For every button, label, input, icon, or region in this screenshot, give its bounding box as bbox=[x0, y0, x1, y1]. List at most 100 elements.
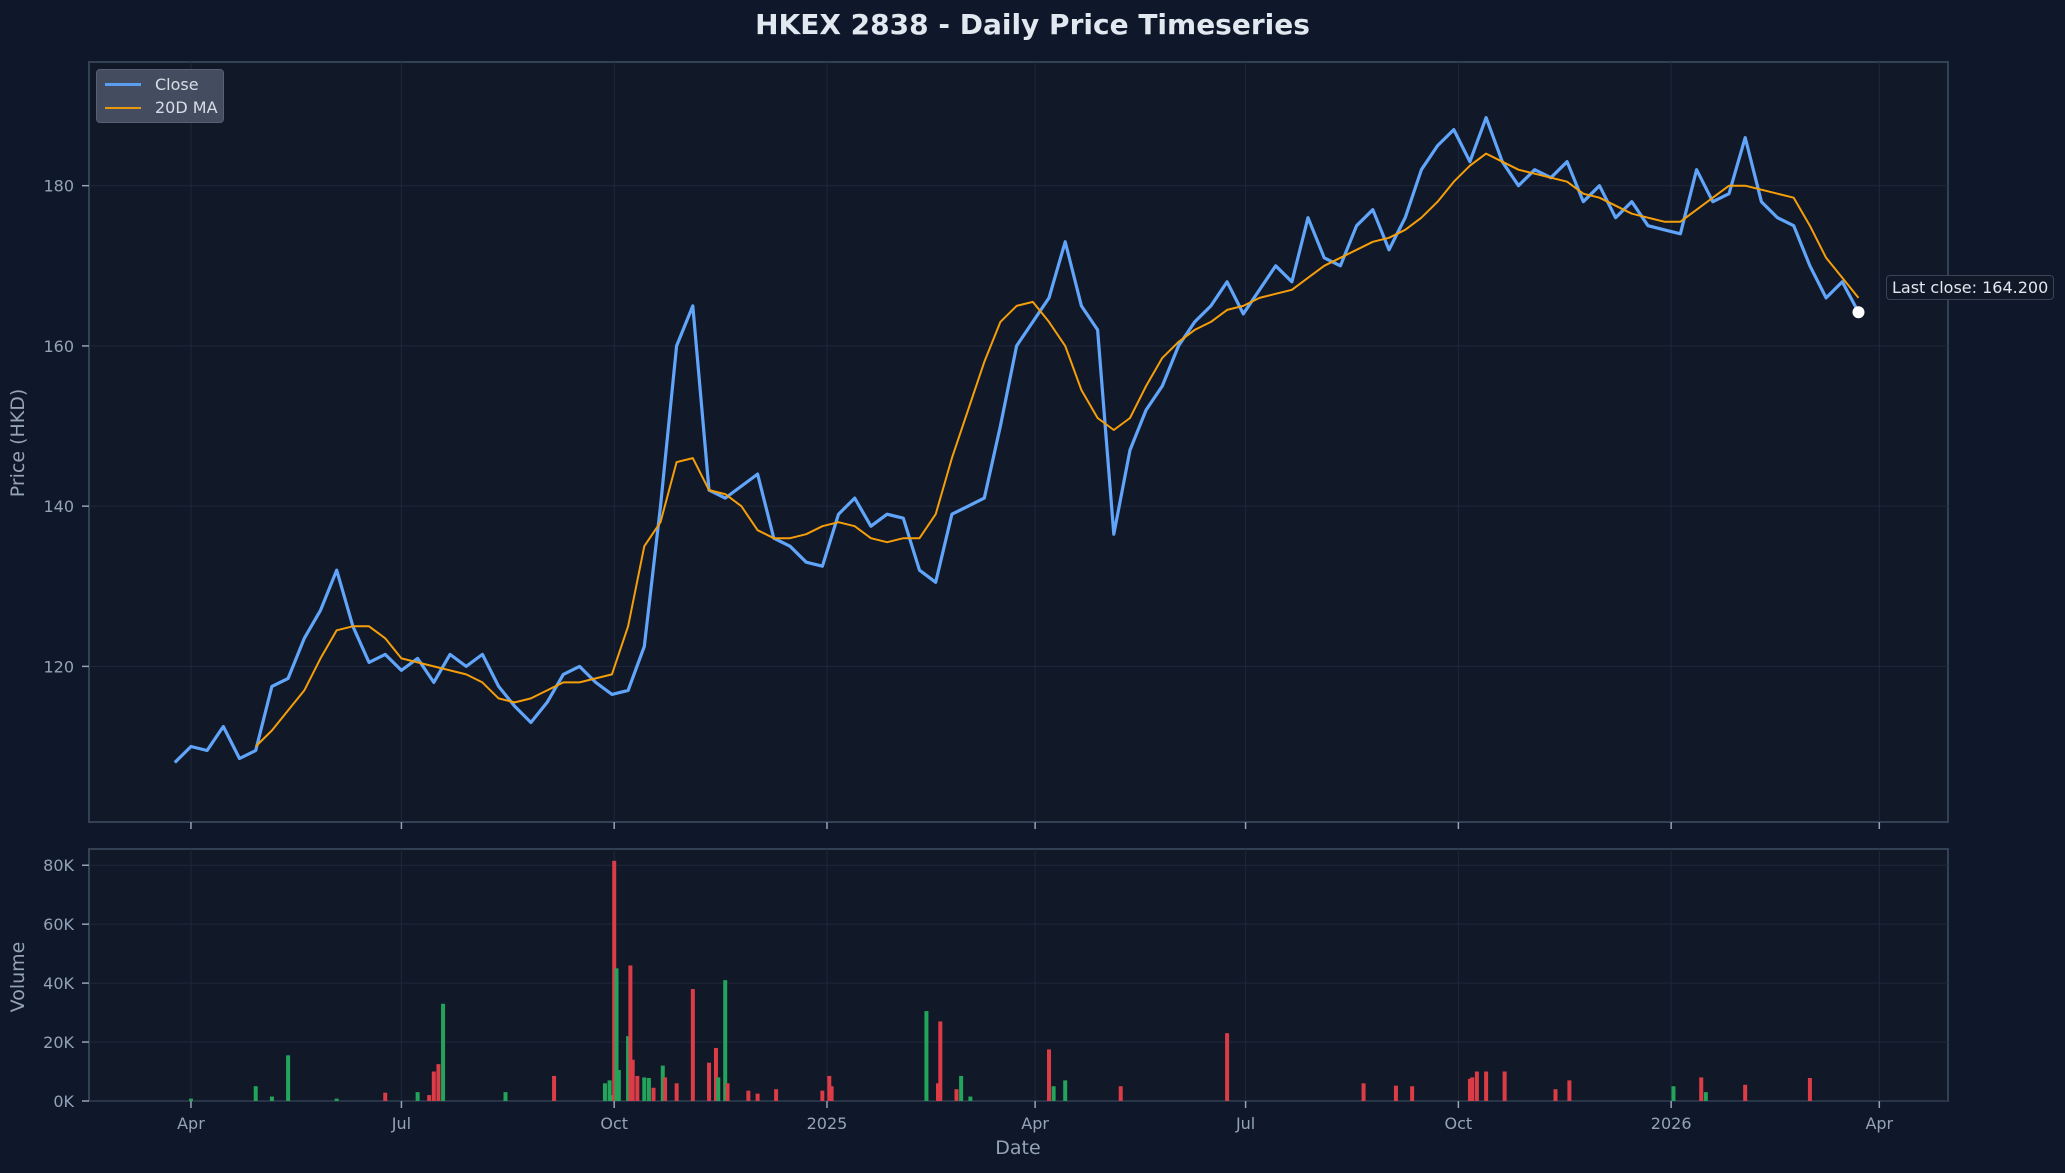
legend-item-ma: 20D MA bbox=[105, 98, 218, 117]
volume-bar bbox=[746, 1090, 751, 1101]
x-axis-label: Date bbox=[995, 1137, 1040, 1159]
volume-tick-label: 40K bbox=[43, 974, 74, 993]
volume-bar bbox=[286, 1055, 291, 1101]
volume-bar bbox=[415, 1092, 420, 1101]
volume-bar bbox=[1470, 1077, 1475, 1101]
volume-bar bbox=[1393, 1085, 1398, 1101]
close-swatch-icon bbox=[105, 83, 141, 86]
price-tick-label: 120 bbox=[43, 657, 74, 676]
volume-bar bbox=[755, 1093, 760, 1101]
price-tick-label: 140 bbox=[43, 497, 74, 516]
x-tick-label: Jul bbox=[391, 1114, 411, 1133]
price-tick-label: 180 bbox=[43, 177, 74, 196]
volume-bar bbox=[713, 1047, 718, 1101]
x-tick-label: Apr bbox=[1865, 1114, 1893, 1133]
volume-bar bbox=[635, 1075, 640, 1101]
legend-close-label: Close bbox=[155, 75, 199, 94]
volume-bar bbox=[1553, 1089, 1558, 1101]
volume-bar bbox=[938, 1021, 943, 1101]
legend-ma-label: 20D MA bbox=[155, 98, 218, 117]
volume-bar bbox=[1051, 1086, 1056, 1101]
volume-axis-label: Volume bbox=[7, 942, 29, 1013]
volume-tick-label: 80K bbox=[43, 856, 74, 875]
last-close-marker bbox=[1852, 306, 1865, 319]
volume-bar bbox=[1410, 1086, 1415, 1101]
volume-bar bbox=[609, 1095, 614, 1101]
x-tick-label: 2026 bbox=[1651, 1114, 1692, 1133]
volume-bar bbox=[1361, 1083, 1366, 1101]
volume-bar bbox=[1567, 1080, 1572, 1101]
volume-bar bbox=[690, 989, 695, 1101]
volume-bar bbox=[253, 1086, 258, 1101]
price-panel bbox=[88, 61, 1949, 823]
volume-bar bbox=[642, 1077, 647, 1101]
x-tick-label: 2025 bbox=[807, 1114, 848, 1133]
volume-bar bbox=[1063, 1080, 1068, 1101]
ma-line bbox=[254, 152, 1860, 748]
volume-tick-label: 20K bbox=[43, 1033, 74, 1052]
volume-bar bbox=[935, 1083, 940, 1101]
x-tick-label: Oct bbox=[1445, 1114, 1473, 1133]
x-tick-label: Apr bbox=[177, 1114, 205, 1133]
volume-bar bbox=[1225, 1033, 1230, 1101]
volume-bar bbox=[503, 1092, 508, 1101]
volume-bar bbox=[959, 1075, 964, 1101]
volume-bar bbox=[707, 1062, 712, 1101]
volume-bar bbox=[725, 1083, 730, 1101]
volume-bar bbox=[954, 1089, 959, 1101]
volume-x-ticks: Apr Jul Oct 2025 Apr Jul Oct 2026 Apr bbox=[177, 1101, 1894, 1133]
ma-swatch-icon bbox=[105, 106, 141, 109]
volume-bar bbox=[1703, 1092, 1708, 1101]
volume-bar bbox=[774, 1089, 779, 1101]
price-axis-label: Price (HKD) bbox=[7, 389, 29, 498]
volume-bar bbox=[723, 980, 728, 1101]
volume-bar bbox=[1502, 1071, 1507, 1101]
volume-bar bbox=[651, 1087, 656, 1101]
volume-tick-label: 0K bbox=[53, 1092, 74, 1111]
volume-bar bbox=[1467, 1078, 1472, 1101]
volume-bar bbox=[552, 1075, 557, 1101]
volume-bar bbox=[646, 1077, 651, 1101]
volume-bar bbox=[628, 965, 633, 1101]
volume-bar bbox=[827, 1075, 832, 1101]
volume-bar bbox=[663, 1077, 668, 1101]
volume-bar bbox=[626, 1036, 631, 1101]
volume-bar bbox=[436, 1064, 441, 1101]
volume-bar bbox=[1484, 1071, 1489, 1101]
volume-bar bbox=[1474, 1071, 1479, 1101]
chart-title: HKEX 2838 - Daily Price Timeseries bbox=[755, 8, 1310, 41]
x-tick-label: Apr bbox=[1021, 1114, 1049, 1133]
volume-bar bbox=[1743, 1084, 1748, 1101]
volume-bar bbox=[1118, 1086, 1123, 1101]
price-tick-label: 160 bbox=[43, 337, 74, 356]
volume-bar bbox=[829, 1086, 834, 1101]
legend: Close 20D MA bbox=[96, 69, 224, 123]
volume-panel bbox=[88, 848, 1949, 1102]
volume-tick-label: 60K bbox=[43, 915, 74, 934]
volume-bar bbox=[334, 1098, 339, 1101]
volume-bar bbox=[441, 1003, 446, 1101]
volume-bar bbox=[1671, 1086, 1676, 1101]
volume-bar bbox=[616, 1070, 621, 1101]
volume-bar bbox=[427, 1095, 432, 1101]
volume-bar bbox=[1699, 1077, 1704, 1101]
volume-grid bbox=[89, 849, 1948, 1102]
legend-item-close: Close bbox=[105, 75, 199, 94]
price-y-ticks: 120 140 160 180 bbox=[43, 177, 89, 676]
volume-bar bbox=[602, 1083, 607, 1101]
volume-bar bbox=[630, 1059, 635, 1101]
volume-bar bbox=[269, 1096, 274, 1101]
volume-bar bbox=[612, 860, 617, 1101]
volume-bar bbox=[188, 1098, 193, 1101]
x-tick-label: Oct bbox=[600, 1114, 628, 1133]
volume-bar bbox=[820, 1090, 825, 1101]
volume-bar bbox=[607, 1080, 612, 1101]
volume-bar bbox=[924, 1011, 929, 1101]
volume-bar bbox=[383, 1092, 388, 1101]
x-tick-label: Jul bbox=[1235, 1114, 1255, 1133]
volume-bars bbox=[188, 860, 1812, 1101]
volume-bar bbox=[1047, 1049, 1052, 1101]
volume-bar bbox=[968, 1096, 973, 1101]
volume-bar bbox=[660, 1065, 665, 1101]
